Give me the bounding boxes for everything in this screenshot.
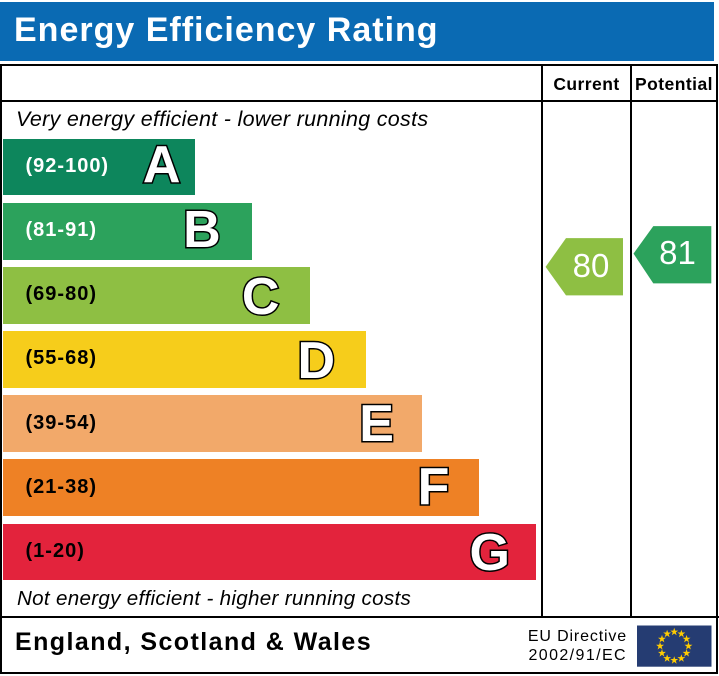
svg-text:81: 81 <box>659 234 696 271</box>
svg-text:80: 80 <box>573 247 610 284</box>
